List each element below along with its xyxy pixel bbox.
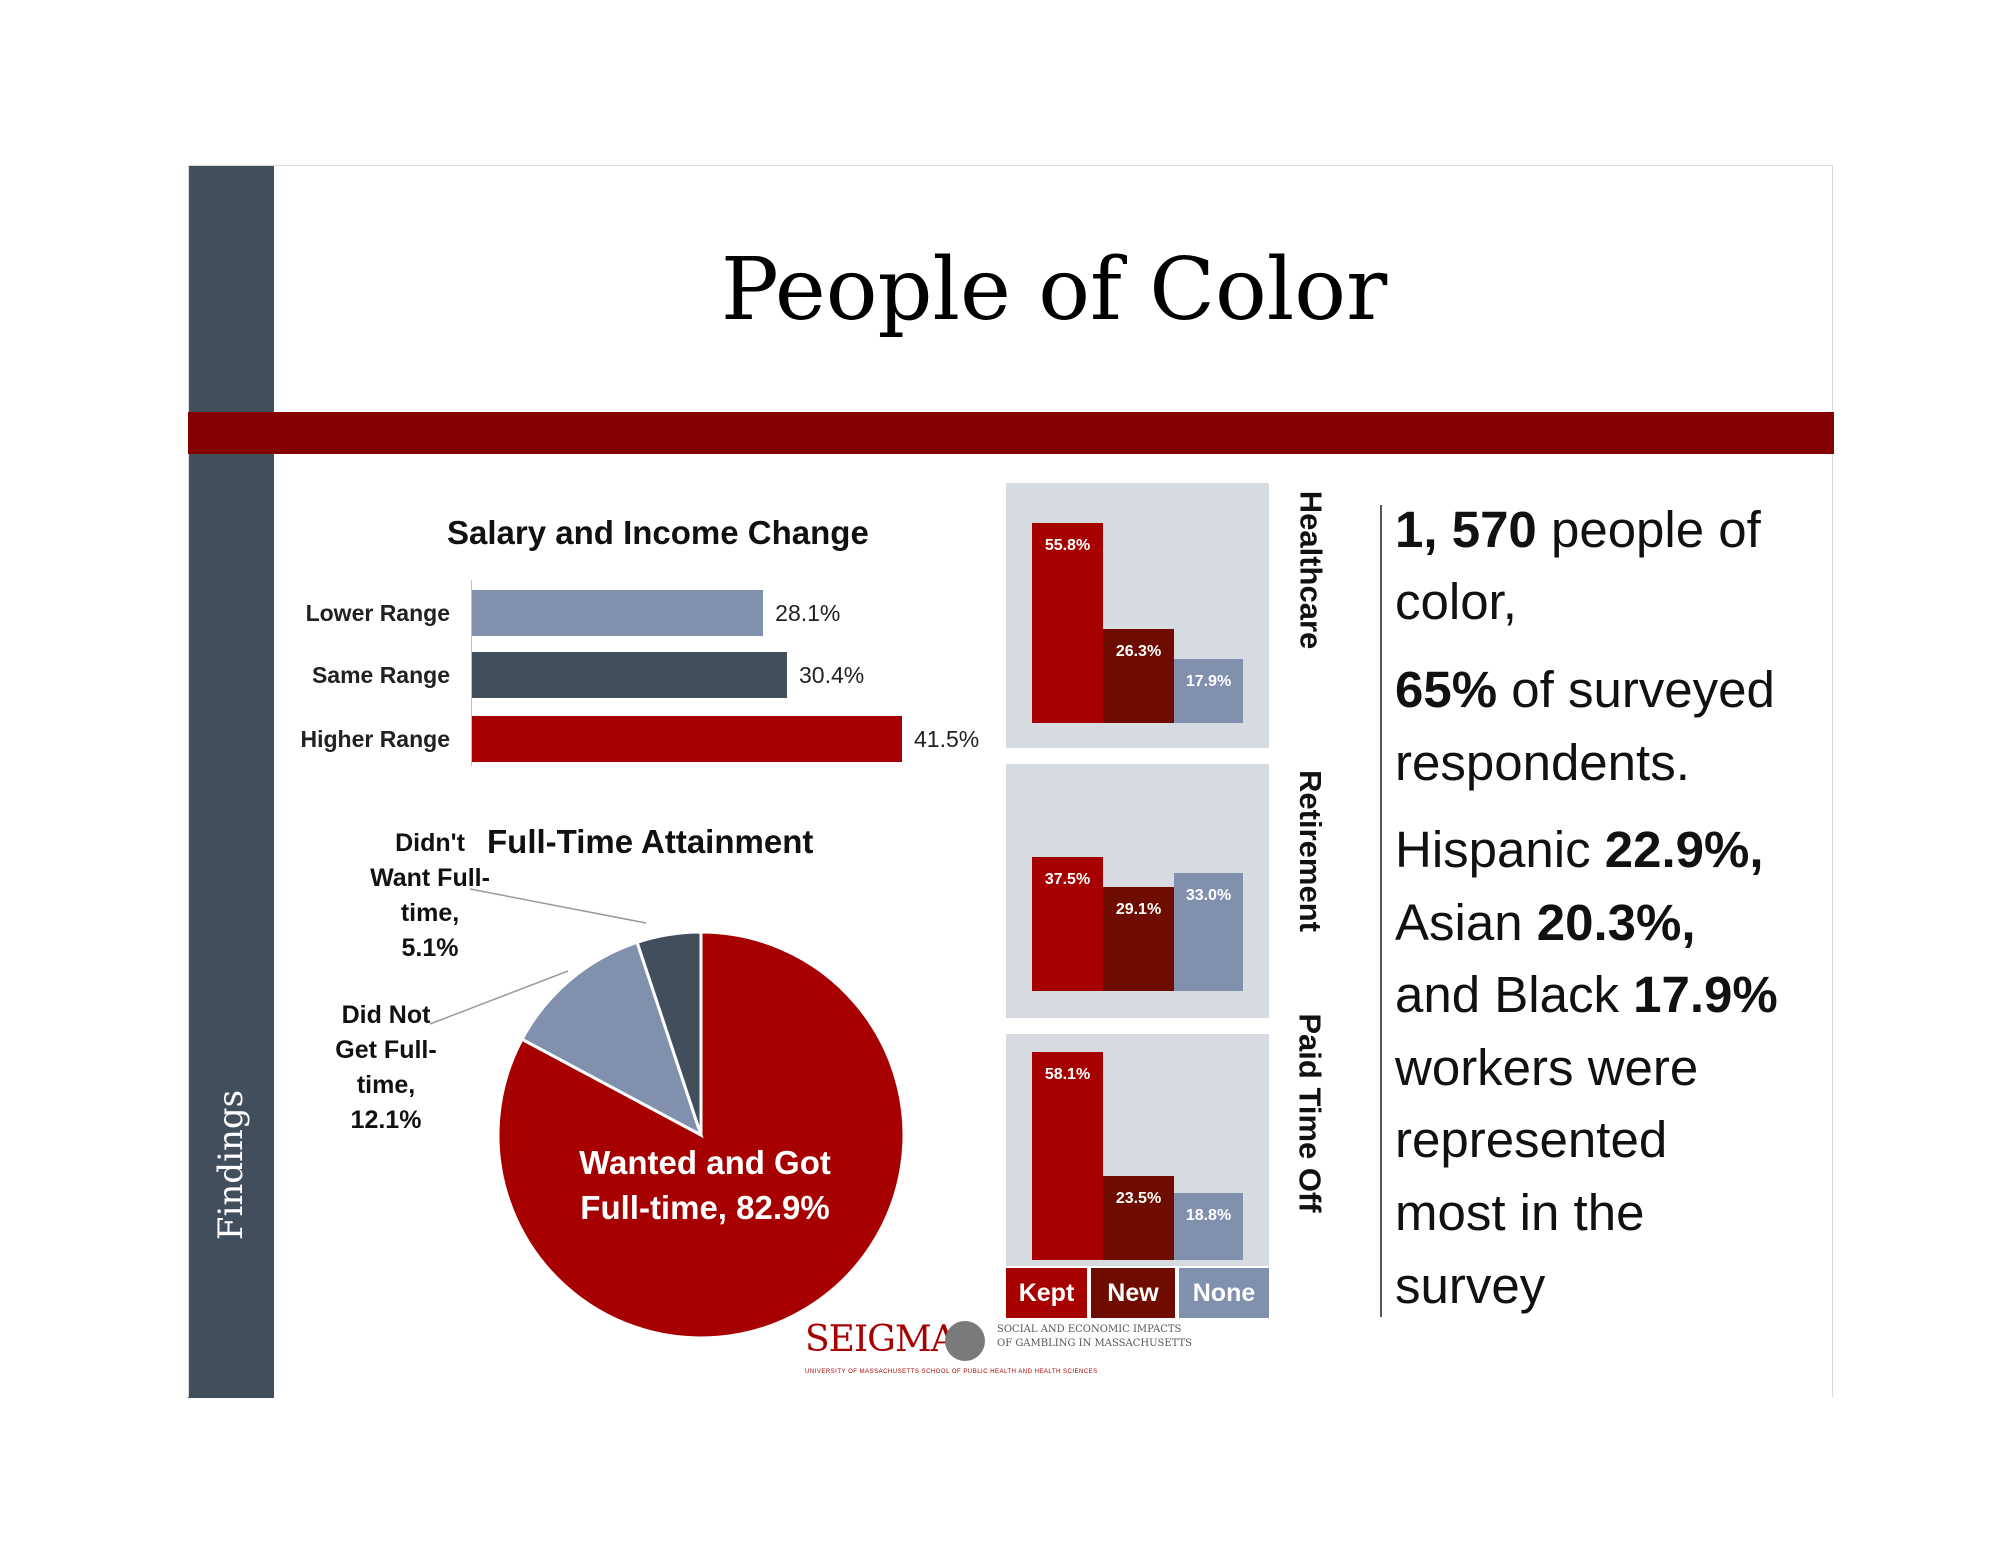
benefit-bar-none (1174, 872, 1243, 991)
benefit-bar-new (1103, 628, 1174, 723)
benefit-value-label: 17.9% (1185, 672, 1232, 690)
summary-line-10: most in the (1395, 1184, 1645, 1241)
benefit-bar-none (1174, 658, 1243, 723)
title-divider-band (188, 412, 1834, 454)
globe-icon (945, 1321, 985, 1361)
leader-line-didnt-want (469, 888, 647, 924)
benefit-value-label: 26.3% (1115, 642, 1162, 660)
salary-value-label: 30.4% (798, 662, 865, 688)
benefit-bar-new (1103, 1175, 1174, 1260)
summary-line-5: Hispanic 22.9%, (1395, 821, 1764, 878)
salary-value-label: 28.1% (775, 600, 841, 626)
legend-none: None (1179, 1268, 1269, 1318)
pie-slice-did-not-get (519, 940, 704, 1139)
benefit-value-label: 33.0% (1185, 886, 1232, 904)
salary-bar (472, 716, 902, 762)
slide-frame (188, 165, 1833, 1397)
summary-line-1: 1, 570 people of (1395, 501, 1761, 558)
salary-bar (472, 590, 764, 636)
slide-title: People of Color (720, 240, 1388, 340)
salary-value-label: 41.5% (914, 726, 980, 752)
summary-line-3: 65% of surveyed (1395, 661, 1775, 718)
summary-divider (1380, 505, 1382, 1317)
pie-chart-title: Full-Time Attainment (487, 823, 814, 860)
summary-line-7: and Black 17.9% (1395, 966, 1778, 1023)
summary-line-4: respondents. (1395, 734, 1690, 791)
benefit-value-label: 23.5% (1115, 1189, 1162, 1207)
summary-line-6: Asian 20.3%, (1395, 894, 1696, 951)
pie-label-did-not-get: Did Not Get Full- time, 12.1% (335, 1001, 437, 1134)
salary-chart-axis (471, 580, 472, 766)
salary-category-label: Higher Range (300, 726, 450, 752)
benefit-bar-kept (1032, 523, 1103, 723)
pie-chart (429, 888, 906, 1340)
pie-label-didnt-want: Didn't Want Full- time, 5.1% (370, 829, 490, 962)
sidebar (188, 165, 274, 1398)
benefit-bar-kept (1032, 856, 1103, 991)
panel-title-paid-time-off: Paid Time Off (1293, 1013, 1328, 1213)
legend-kept: Kept (1006, 1268, 1087, 1318)
legend-new: New (1091, 1268, 1175, 1318)
pie-slice-didnt-want (635, 930, 703, 1136)
summary-line-8: workers were (1395, 1039, 1699, 1096)
summary-line-9: represented (1395, 1111, 1668, 1168)
salary-chart-title: Salary and Income Change (447, 514, 869, 551)
benefit-bar-new (1103, 886, 1174, 991)
panel-title-healthcare: Healthcare (1293, 490, 1328, 650)
salary-bar (472, 652, 787, 698)
benefit-value-label: 55.8% (1044, 537, 1091, 554)
summary-line-2: color, (1395, 573, 1517, 630)
benefit-value-label: 37.5% (1044, 870, 1091, 888)
benefit-bar-kept (1032, 1051, 1103, 1260)
salary-category-label: Lower Range (305, 600, 450, 626)
benefit-value-label: 58.1% (1044, 1065, 1091, 1083)
benefit-bar-none (1174, 1192, 1243, 1260)
summary-line-11: survey (1395, 1257, 1546, 1314)
seigma-logo: SEIGMA SOCIAL AND ECONOMIC IMPACTS OF GA… (805, 1319, 1193, 1375)
pie-label-wanted-got: Wanted and Got Full-time, 82.9% (579, 1144, 831, 1226)
leader-line-did-not-get (429, 970, 569, 1025)
benefit-value-label: 18.8% (1185, 1206, 1232, 1224)
benefit-value-label: 29.1% (1115, 900, 1162, 918)
panel-title-retirement: Retirement (1293, 770, 1328, 932)
salary-category-label: Same Range (311, 662, 450, 688)
